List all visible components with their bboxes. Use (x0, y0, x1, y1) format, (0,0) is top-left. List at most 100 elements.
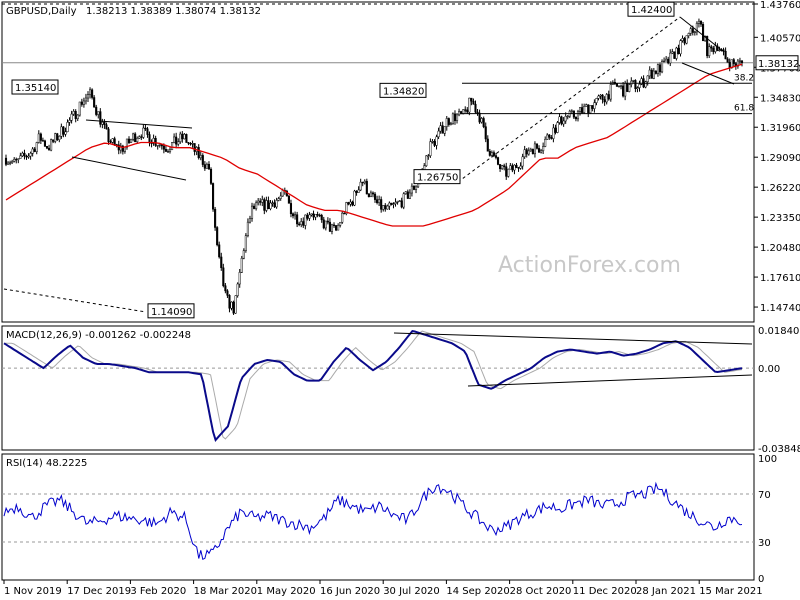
candle-body (29, 153, 32, 157)
candle-body (216, 227, 219, 246)
candle-body (273, 202, 276, 208)
candle-body (209, 168, 213, 184)
candle-body (187, 142, 190, 144)
candle-body (298, 223, 301, 226)
rsi-y-tick-label: 70 (758, 490, 771, 501)
candle-body (351, 201, 354, 206)
candle-body (425, 155, 428, 167)
candle-body (394, 202, 397, 205)
candle-body (70, 113, 73, 121)
candle-body (175, 136, 178, 145)
candle-body (4, 157, 8, 165)
rsi-y-tick-label: 30 (758, 538, 771, 549)
candle-body (714, 45, 717, 52)
candle-body (380, 199, 383, 210)
candle-body (691, 28, 694, 33)
candle-body (517, 167, 520, 169)
rsi-y-tick-label: 0 (758, 574, 764, 585)
candle-body (43, 140, 47, 147)
candle-body (201, 155, 204, 165)
candle-body (168, 149, 172, 152)
candle-body (289, 203, 293, 214)
candle-body (455, 114, 459, 121)
candle-body (125, 138, 129, 148)
candle-body (130, 138, 133, 143)
candle-body (314, 214, 317, 218)
candle-body (646, 75, 649, 82)
candle-body (144, 127, 147, 130)
candle-body (468, 97, 471, 113)
candle-body (689, 28, 692, 34)
candle-body (226, 290, 229, 296)
candle-body (622, 85, 625, 97)
candle-body (576, 111, 580, 120)
candle-body (171, 142, 174, 151)
candle-body (570, 110, 573, 112)
candle-body (503, 165, 506, 167)
price-y-tick-label: 1.29090 (760, 153, 800, 164)
macd-trendline-upper (393, 332, 753, 345)
candle-body (472, 100, 475, 105)
candle-body (158, 144, 161, 146)
candle-body (515, 164, 518, 168)
candle-body (95, 106, 98, 115)
candle-body (390, 202, 393, 205)
candle-body (156, 145, 159, 147)
candle-body (39, 133, 42, 141)
candle-body (656, 64, 659, 74)
candle-body (527, 150, 530, 155)
candle-body (332, 224, 336, 226)
candle-body (519, 165, 522, 169)
candle-body (488, 151, 491, 156)
candle-body (267, 200, 270, 210)
candle-body (45, 146, 49, 149)
current-price-box (755, 55, 799, 71)
candle-body (105, 124, 108, 130)
macd-signal-line (4, 330, 743, 440)
price-y-tick-label: 1.14740 (760, 303, 800, 314)
candle-body (242, 250, 245, 259)
candle-body (111, 138, 114, 143)
candle-body (41, 140, 44, 142)
candle-body (478, 112, 481, 123)
price-y-tick-label: 1.17610 (760, 273, 800, 284)
candle-body (140, 136, 143, 138)
candle-body (535, 143, 539, 149)
candle-body (80, 101, 83, 105)
candle-body (132, 133, 135, 140)
macd-y-tick-label: 0.00 (758, 364, 780, 375)
candle-body (82, 100, 85, 105)
candle-body (250, 205, 254, 219)
x-tick-label: 1 May 2020 (257, 586, 316, 597)
candle-body (675, 47, 678, 59)
annotation-box (147, 303, 195, 319)
candle-body (531, 149, 534, 155)
candle-body (607, 94, 610, 100)
candle-body (134, 133, 137, 143)
candle-body (480, 118, 483, 123)
candle-body (667, 58, 670, 64)
candle-body (617, 86, 621, 88)
candle-body (203, 164, 206, 169)
candle-body (371, 192, 375, 195)
candle-body (19, 155, 22, 159)
price-y-tick-label: 1.31960 (760, 123, 800, 134)
candle-body (66, 122, 69, 133)
watermark: ActionForex.com (498, 253, 681, 278)
candle-body (17, 158, 20, 160)
candle-body (11, 161, 14, 164)
x-tick-label: 14 Sep 2020 (446, 586, 509, 597)
candle-body (197, 147, 200, 159)
candle-body (300, 221, 303, 225)
candle-body (583, 106, 586, 113)
x-tick-label: 28 Jan 2021 (636, 586, 696, 597)
candle-body (697, 20, 700, 24)
annotation-box (627, 1, 675, 17)
candle-body (718, 49, 721, 52)
candle-body (177, 141, 180, 145)
candle-body (548, 134, 551, 138)
candle-body (191, 143, 194, 145)
candle-body (257, 200, 260, 204)
candle-body (21, 152, 24, 157)
channel-line-upper (85, 119, 193, 129)
